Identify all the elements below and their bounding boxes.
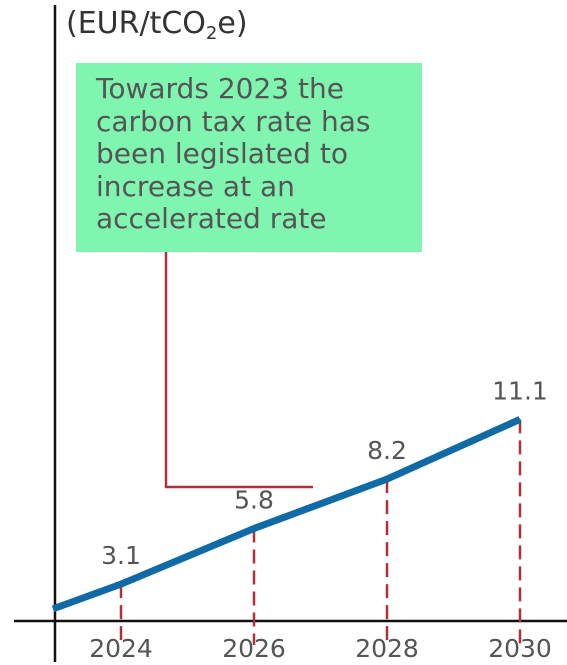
x-tick-label-2028: 2028: [355, 634, 419, 663]
data-label-2028: 8.2: [367, 436, 407, 465]
annotation-box: Towards 2023 the carbon tax rate has bee…: [76, 63, 422, 252]
series-line: [51, 416, 522, 613]
x-tick-label-2030: 2030: [488, 634, 552, 663]
annotation-connector: [164, 252, 313, 489]
annotation-text: Towards 2023 the carbon tax rate has bee…: [96, 72, 371, 235]
data-label-2024: 3.1: [101, 541, 141, 570]
y-axis-unit-label: (EUR/tCO2e): [66, 6, 248, 44]
x-tick-label-2024: 2024: [89, 634, 153, 663]
data-label-2026: 5.8: [234, 486, 274, 515]
x-tick-label-2026: 2026: [222, 634, 286, 663]
data-label-2030: 11.1: [492, 376, 548, 405]
